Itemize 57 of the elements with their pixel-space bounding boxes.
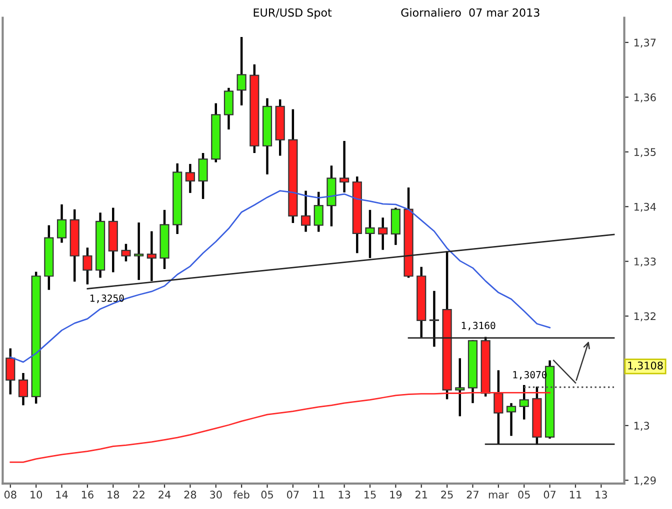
y-tick-label: 1,29 [634,476,656,486]
candlestick [378,216,388,251]
x-tick-label: 21 [416,490,428,498]
candlestick [56,203,67,244]
x-tick-label: 30 [210,490,222,499]
x-tick-label: 27 [466,490,478,498]
x-tick-label: 07 [544,490,556,499]
x-tick-label: 14 [56,490,68,498]
data-label: 1,3160 [462,322,496,330]
x-tick-label: 16 [82,490,94,499]
candlestick [340,140,350,194]
candlestick [134,221,144,282]
y-tick-label: 1,35 [634,148,656,158]
x-tick-label: 08 [4,490,16,499]
candlestick [519,384,529,421]
y-tick-label: 1,36 [634,93,656,102]
candlestick [82,246,92,286]
x-tick-label: 22 [132,490,144,498]
annotation: 1,3108 [628,362,663,371]
candlestick [314,190,324,233]
candlestick [224,86,234,131]
candlestick [429,290,440,348]
y-tick-label: 1,37 [634,38,656,48]
x-tick-label: 13 [596,490,607,499]
x-tick-label: 13 [338,490,350,499]
x-tick-label: 15 [364,490,376,499]
x-tick-label: 05 [261,490,273,499]
x-tick-label: 18 [108,490,120,499]
x-tick-label: 11 [313,490,324,498]
x-tick-label: 19 [390,490,402,499]
y-tick-label: 1,34 [634,202,656,212]
candlestick [6,347,16,396]
candlestick [121,242,131,262]
data-label: 1,3250 [90,294,124,304]
candlestick [146,230,156,282]
candlestick [236,36,246,106]
x-tick-label: 25 [441,490,453,499]
x-tick-label: 07 [287,490,299,499]
candlestick [455,357,465,418]
chart-subtitle: Giornaliero 07 mar 2013 [401,8,540,17]
chart-title: EUR/USD Spot [254,8,332,19]
y-tick-label: 1,3 [634,422,650,431]
x-tick-label: 11 [570,490,582,498]
candlestick [198,152,208,200]
candlestick [300,190,311,233]
x-tick-label: 28 [184,490,196,499]
y-tick-label: 1,33 [634,258,656,267]
x-tick-label: 24 [158,490,171,498]
candlestick [506,402,516,438]
candlestick [365,208,375,260]
x-tick-label: feb [233,490,250,499]
y-tick-label: 1,32 [634,312,656,322]
x-tick-label: 05 [518,490,530,499]
candlestick [18,372,28,406]
x-tick-label: 10 [30,490,42,499]
candlestick [185,162,195,194]
x-tick-label: mar [488,492,509,499]
